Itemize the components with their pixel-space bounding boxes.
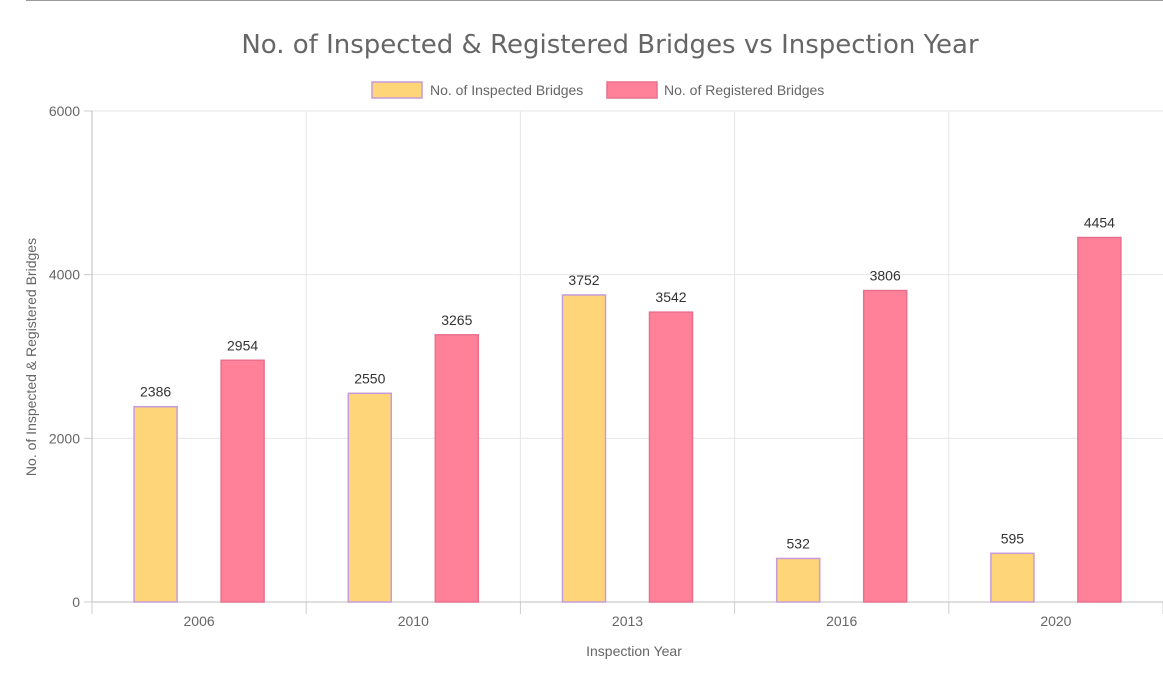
data-label: 3542 bbox=[655, 289, 686, 305]
y-tick-label: 2000 bbox=[49, 430, 80, 446]
chart-title: No. of Inspected & Registered Bridges vs… bbox=[241, 30, 979, 60]
bar-registered[interactable] bbox=[862, 289, 908, 603]
y-axis-title: No. of Inspected & Registered Bridges bbox=[23, 238, 39, 476]
data-label: 3752 bbox=[568, 272, 599, 288]
legend[interactable]: No. of Inspected Bridges No. of Registere… bbox=[371, 81, 824, 99]
axes: 0 2000 4000 6000 2006 2010 2013 2016 2020 bbox=[49, 103, 1163, 629]
x-axis-title: Inspection Year bbox=[586, 643, 682, 659]
bar-registered[interactable] bbox=[220, 359, 265, 603]
bar-inspected[interactable] bbox=[990, 552, 1035, 603]
gridlines bbox=[92, 110, 1163, 602]
bar-inspected[interactable] bbox=[133, 405, 178, 603]
x-tick-label: 2006 bbox=[184, 613, 215, 629]
data-labels: 2386 2550 3752 532 595 2954 3265 3542 3806 4454 bbox=[140, 215, 1115, 552]
legend-swatch[interactable] bbox=[606, 81, 658, 99]
data-label: 2954 bbox=[227, 337, 258, 353]
x-tick-label: 2010 bbox=[398, 613, 429, 629]
data-label: 3806 bbox=[870, 268, 901, 284]
data-label: 595 bbox=[1001, 530, 1025, 546]
y-tick-label: 4000 bbox=[49, 267, 80, 283]
bar-inspected[interactable] bbox=[775, 557, 821, 603]
data-label: 4454 bbox=[1084, 215, 1115, 231]
y-tick-label: 0 bbox=[72, 594, 80, 610]
bar-registered[interactable] bbox=[434, 334, 480, 603]
legend-swatch[interactable] bbox=[371, 81, 423, 99]
data-label: 2386 bbox=[140, 384, 171, 400]
bar-registered[interactable] bbox=[648, 311, 694, 603]
legend-label[interactable]: No. of Registered Bridges bbox=[664, 82, 824, 98]
bar-inspected[interactable] bbox=[561, 294, 607, 603]
x-tick-label: 2016 bbox=[826, 613, 857, 629]
x-tick-label: 2020 bbox=[1040, 613, 1071, 629]
bar-registered[interactable] bbox=[1077, 236, 1122, 603]
legend-label[interactable]: No. of Inspected Bridges bbox=[430, 82, 583, 98]
data-label: 2550 bbox=[354, 370, 385, 386]
data-label: 532 bbox=[787, 535, 811, 551]
bar-inspected[interactable] bbox=[347, 392, 393, 603]
y-tick-label: 6000 bbox=[49, 103, 80, 119]
x-tick-label: 2013 bbox=[612, 613, 643, 629]
top-divider bbox=[26, 0, 1163, 1]
data-label: 3265 bbox=[441, 312, 472, 328]
bars[interactable] bbox=[133, 236, 1122, 603]
